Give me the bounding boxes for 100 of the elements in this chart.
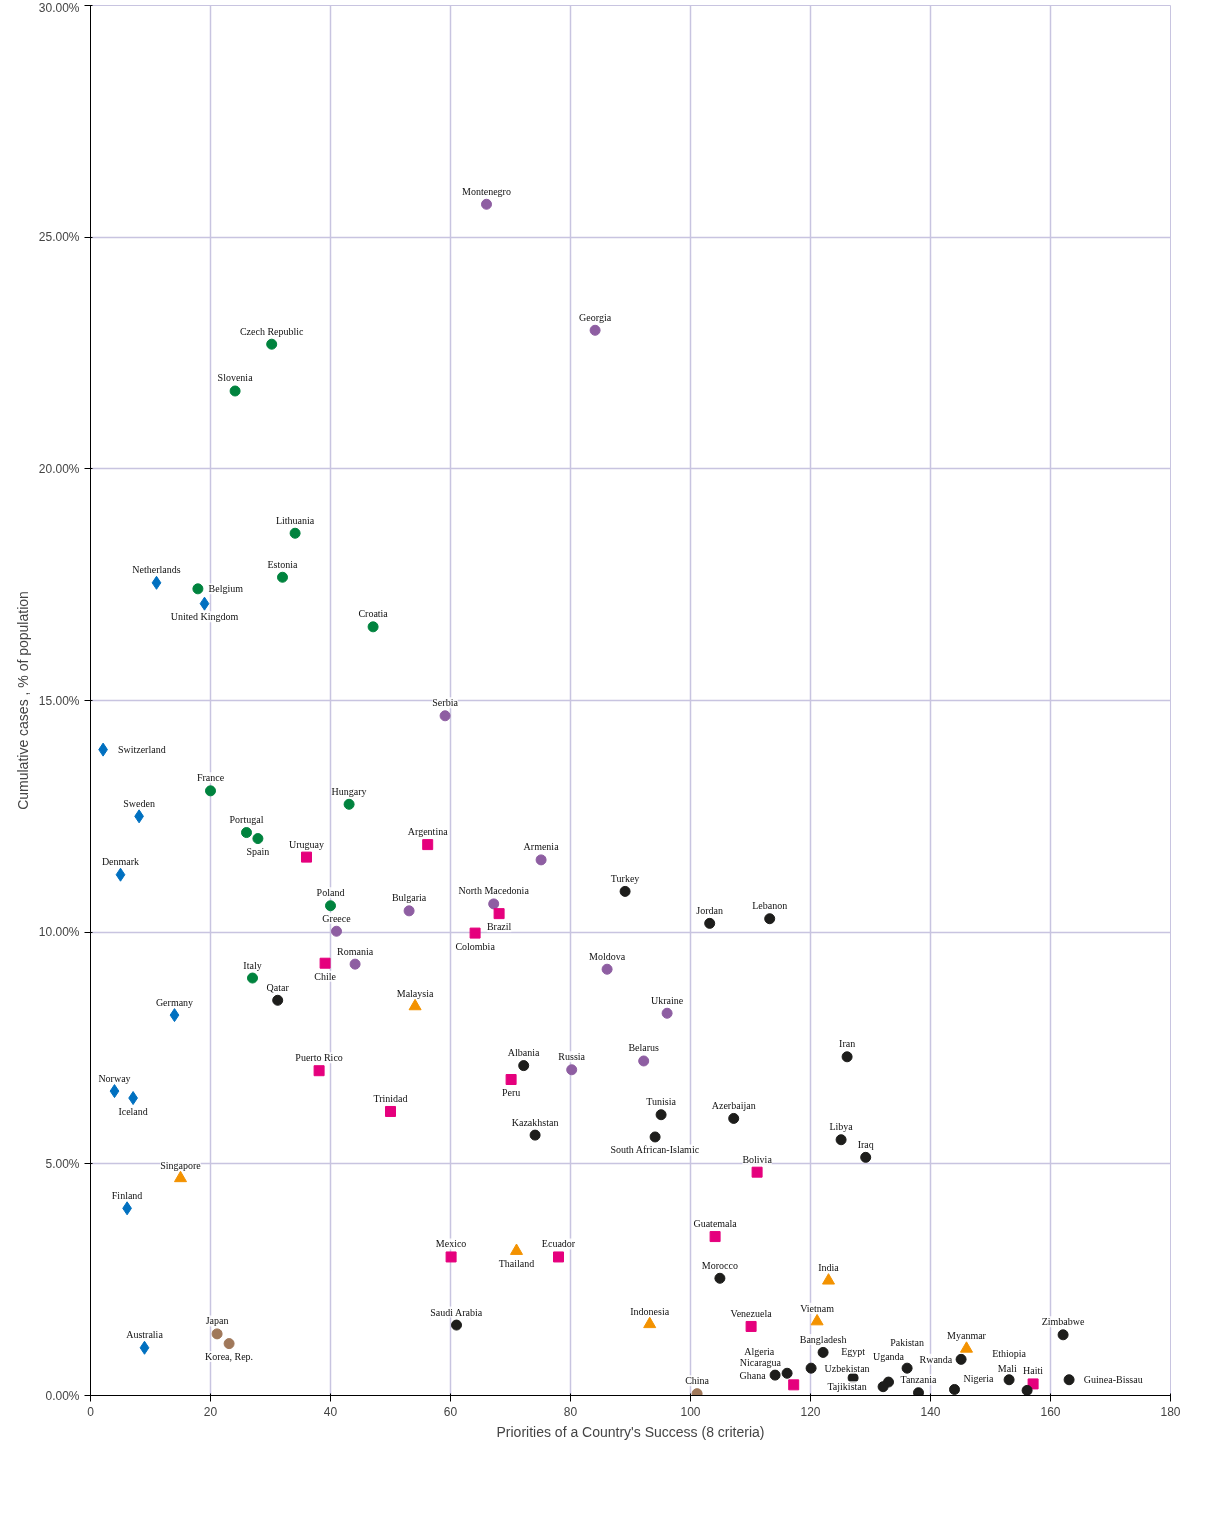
annotation: Ethiopia: [992, 1348, 1027, 1360]
point: [211, 1328, 223, 1340]
point: [589, 324, 601, 336]
annotation: Guinea-Bissau: [1083, 1374, 1143, 1386]
point: [949, 1383, 960, 1395]
annotation: Russia: [558, 1051, 586, 1063]
annotation: Tanzania: [900, 1374, 938, 1386]
point: [1057, 1329, 1069, 1341]
x-tick-label: 100: [680, 1404, 701, 1419]
point: [408, 998, 422, 1011]
point: [788, 1379, 800, 1391]
x-axis-title: Priorities of a Country's Success (8 criteria): [496, 1423, 765, 1440]
annotation: Rwanda: [919, 1353, 953, 1365]
annotation: Bangladesh: [799, 1333, 847, 1345]
point: [403, 905, 415, 917]
point: [385, 1105, 396, 1117]
annotation: Tajikistan: [827, 1381, 867, 1393]
x-tick-label: 20: [203, 1404, 218, 1419]
point: [1003, 1374, 1015, 1386]
annotation: Egypt: [841, 1346, 866, 1358]
point: [529, 1129, 541, 1141]
point: [518, 1060, 530, 1072]
point: [445, 1251, 457, 1263]
annotation: Ecuador: [541, 1238, 576, 1250]
annotation: Qatar: [266, 981, 290, 993]
annotation: Tunisia: [646, 1096, 677, 1108]
annotation: Mali: [997, 1362, 1017, 1374]
point: [764, 913, 776, 925]
point: [488, 898, 500, 910]
point: [661, 1007, 673, 1019]
point: [439, 710, 451, 722]
point: [566, 1064, 578, 1076]
annotation: Bolivia: [742, 1153, 773, 1165]
annotation: Korea, Rep.: [205, 1351, 254, 1363]
point: [266, 338, 278, 350]
point: [805, 1362, 817, 1374]
x-tick-label: 180: [1160, 1404, 1181, 1419]
annotation: Colombia: [455, 940, 496, 952]
annotation: Trinidad: [373, 1092, 408, 1104]
annotation: Croatia: [358, 608, 389, 620]
annotation: Uruguay: [289, 838, 324, 850]
point: [505, 1074, 517, 1086]
y-tick-label: 5.00%: [45, 1156, 80, 1171]
annotation: Mexico: [435, 1238, 467, 1250]
point: [817, 1346, 829, 1358]
annotation: Slovenia: [217, 372, 254, 384]
annotation: France: [196, 772, 225, 784]
point: [619, 885, 631, 897]
point: [331, 925, 342, 937]
point: [960, 1341, 973, 1353]
annotation: Haiti: [1023, 1365, 1044, 1377]
point: [205, 785, 216, 797]
annotation: Singapore: [160, 1159, 202, 1171]
x-tick-label: 80: [563, 1404, 578, 1419]
point: [169, 1008, 180, 1023]
annotation: Pakistan: [890, 1336, 925, 1348]
point: [601, 963, 613, 975]
annotation: Armenia: [523, 841, 560, 853]
point: [319, 957, 331, 969]
annotation: Jordan: [696, 904, 724, 916]
annotation: Australia: [126, 1329, 164, 1341]
point: [835, 1134, 847, 1146]
annotation: Guatemala: [693, 1218, 738, 1230]
y-tick-label: 30.00%: [38, 0, 80, 15]
annotation: Spain: [246, 846, 270, 858]
point: [781, 1367, 793, 1379]
y-tick-label: 20.00%: [38, 461, 80, 476]
annotation: Netherlands: [132, 564, 181, 576]
annotation: Iceland: [118, 1105, 148, 1117]
point: [704, 917, 716, 929]
point: [469, 927, 481, 939]
point: [422, 839, 434, 851]
x-tick-label: 140: [920, 1404, 941, 1419]
point: [655, 1109, 667, 1121]
annotation: Japan: [205, 1315, 229, 1327]
point: [151, 575, 162, 590]
point: [115, 867, 126, 882]
point: [955, 1353, 967, 1365]
point: [709, 1231, 721, 1243]
point: [139, 1340, 150, 1355]
x-tick-label: 40: [323, 1404, 338, 1419]
point: [751, 1166, 763, 1178]
point: [289, 527, 301, 539]
y-tick-label: 25.00%: [38, 230, 80, 245]
annotation: Belgium: [208, 583, 244, 595]
annotation: India: [818, 1262, 840, 1274]
point: [192, 583, 204, 595]
point: [277, 571, 288, 583]
x-tick-label: 60: [443, 1404, 458, 1419]
y-tick-label: 10.00%: [38, 925, 80, 940]
annotation: Turkey: [610, 872, 640, 884]
annotation: Malaysia: [396, 987, 434, 999]
annotation: China: [685, 1375, 710, 1387]
point: [451, 1319, 462, 1331]
annotation: Poland: [316, 887, 345, 899]
annotation: Montenegro: [462, 185, 511, 197]
annotation: Serbia: [432, 697, 459, 709]
point: [860, 1151, 872, 1163]
point: [272, 994, 284, 1006]
annotation: Sweden: [123, 797, 155, 809]
